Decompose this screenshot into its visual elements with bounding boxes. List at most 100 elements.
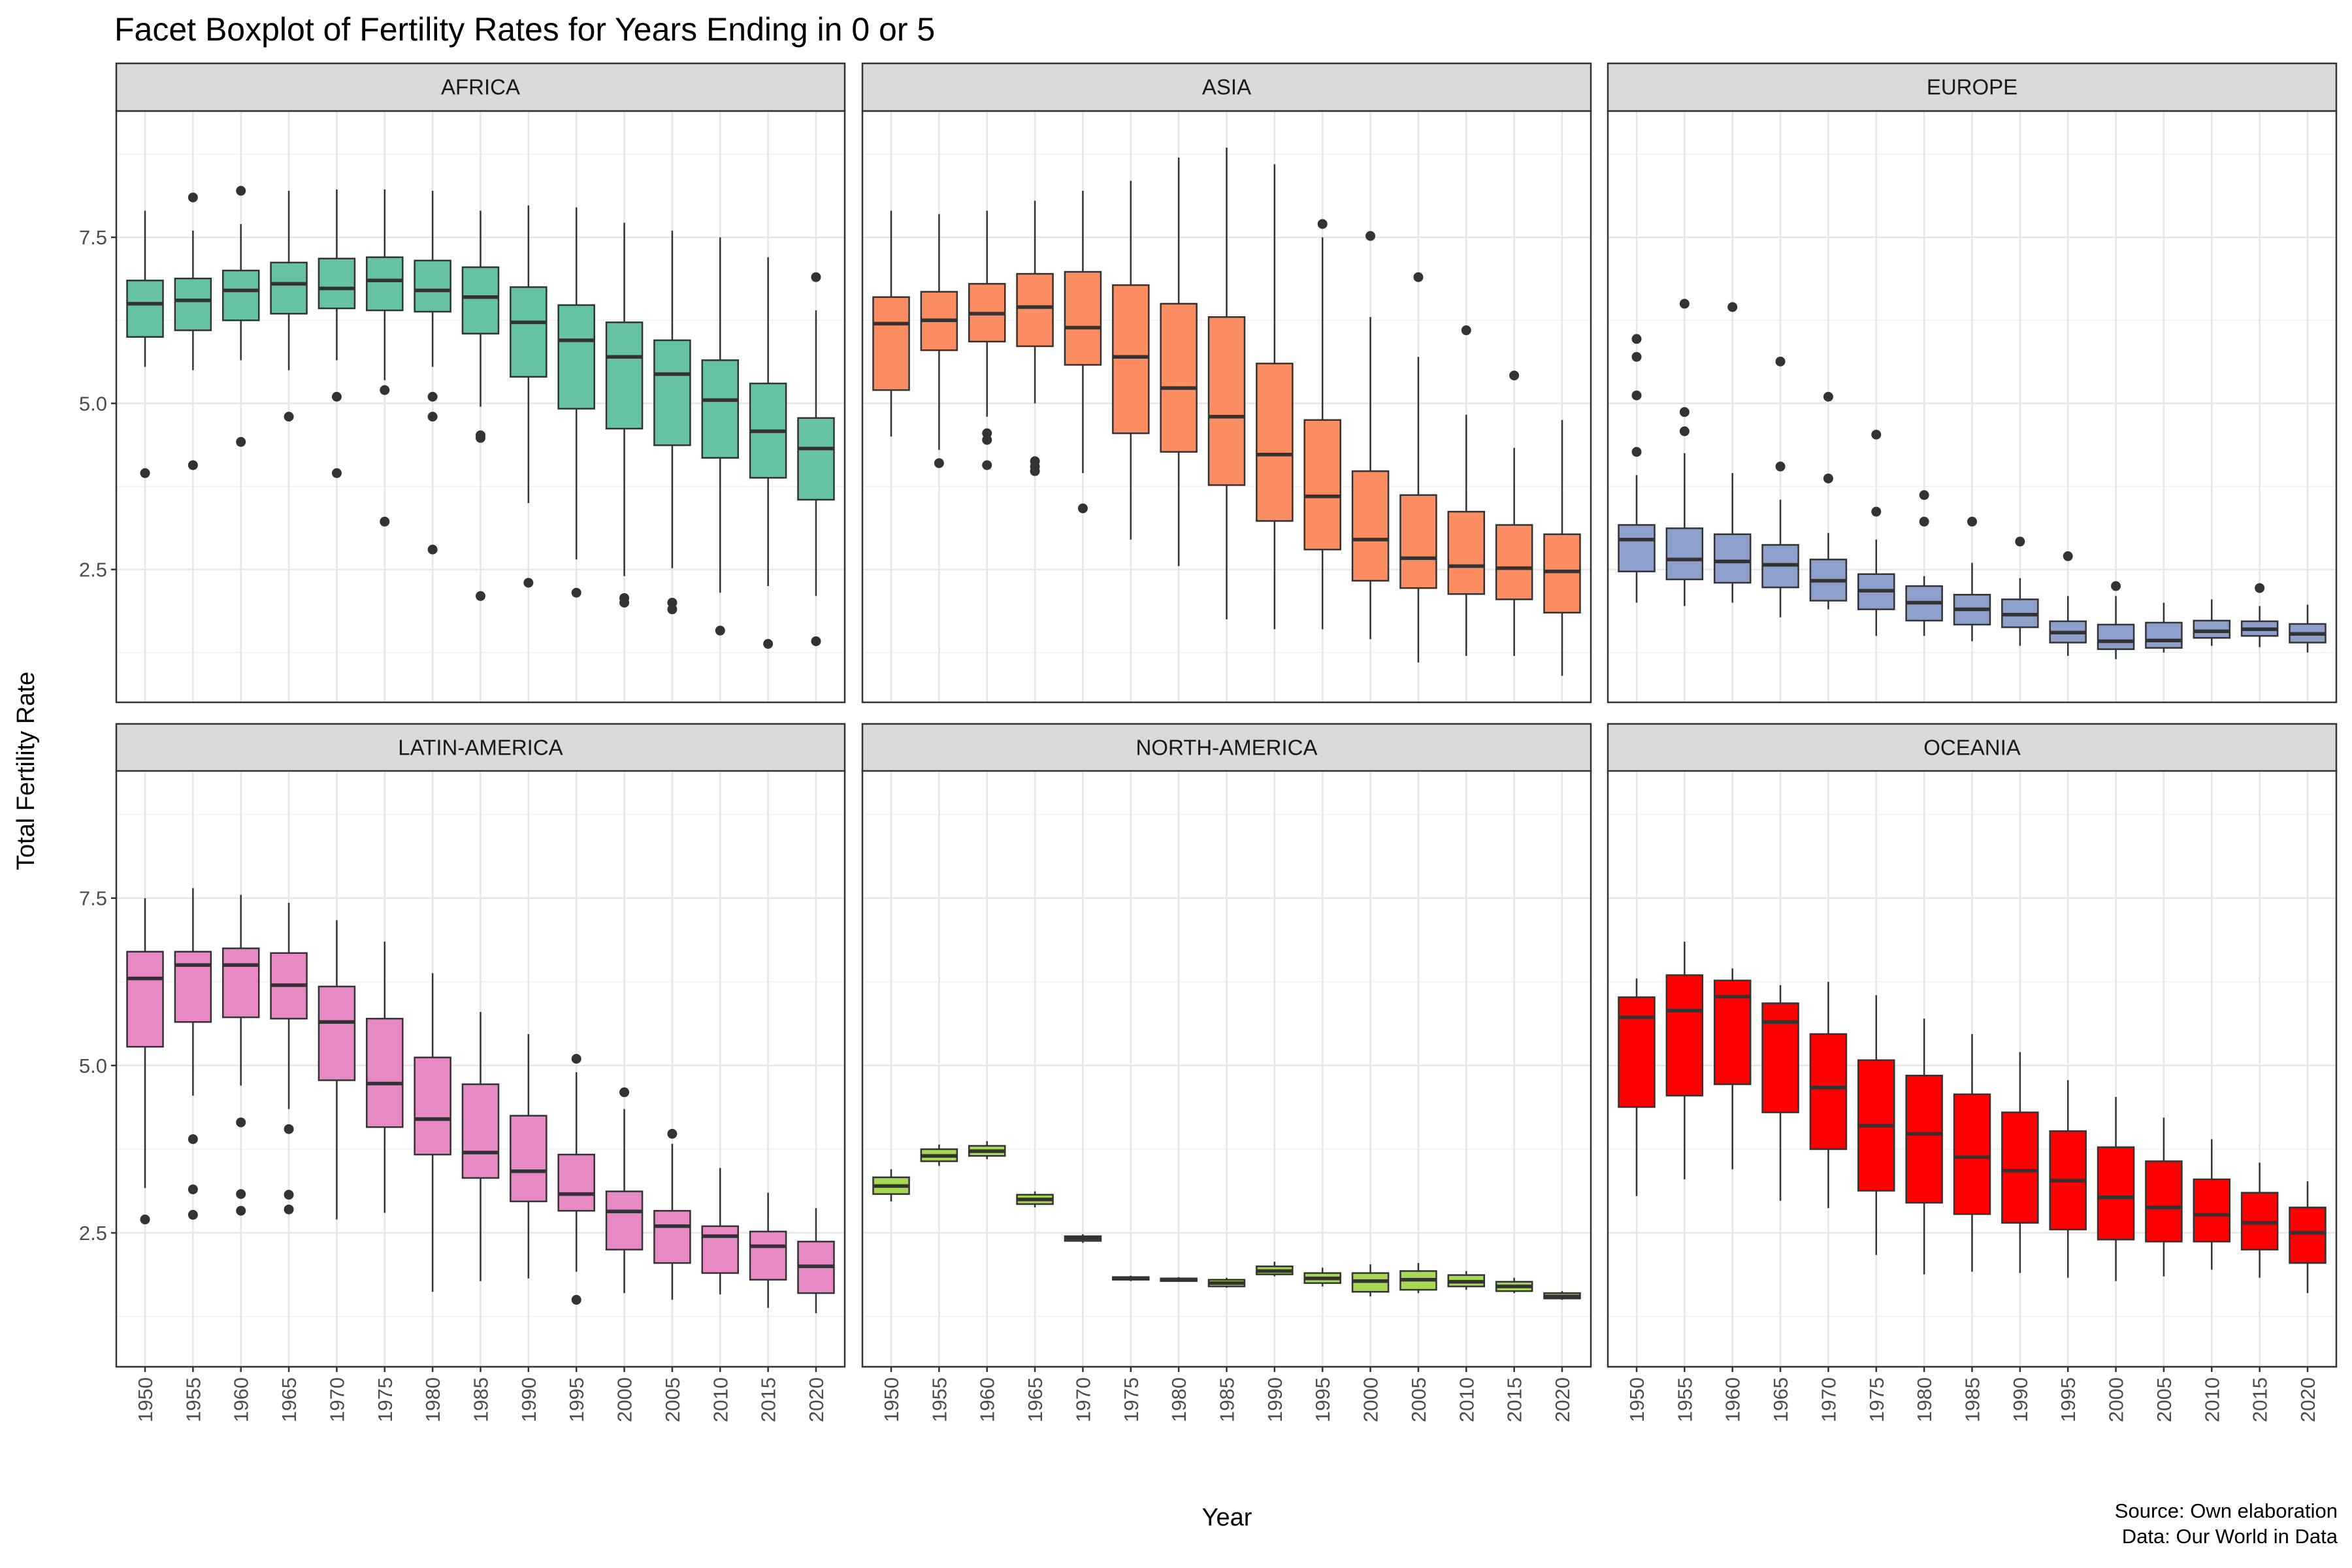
- box-body: [653, 339, 691, 446]
- box-body: [2193, 1178, 2231, 1243]
- outlier-point: [1679, 426, 1690, 436]
- box-north-america-2000: [1351, 1264, 1390, 1297]
- box-north-america-1955: [920, 1144, 958, 1166]
- box-africa-2000: [605, 222, 644, 608]
- outlier-point: [667, 1128, 678, 1139]
- outlier-point: [380, 385, 390, 395]
- box-europe-2000: [2097, 581, 2135, 659]
- box-north-america-1975: [1112, 1275, 1150, 1281]
- box-body: [1618, 996, 1656, 1108]
- box-africa-1965: [270, 191, 308, 422]
- outlier-point: [1077, 503, 1088, 514]
- box-north-america-2020: [1543, 1291, 1581, 1300]
- x-tick-label: 2000: [1360, 1377, 1382, 1422]
- box-north-america-2005: [1399, 1263, 1437, 1294]
- data-caption: Data: Our World in Data: [2122, 1525, 2338, 1548]
- facet-strip: [861, 723, 1592, 773]
- box-europe-2020: [2289, 604, 2327, 653]
- outlier-point: [140, 468, 150, 478]
- facet-panels: AFRICA 2.5 5.0 7.5 ASIA EUROPE LATIN-AMERICA 2.…: [79, 62, 2338, 1422]
- box-north-america-1960: [968, 1141, 1006, 1160]
- box-north-america-1965: [1016, 1191, 1054, 1208]
- outlier-point: [1631, 390, 1642, 400]
- box-body: [701, 1225, 740, 1274]
- outlier-point: [1919, 516, 1929, 527]
- x-tick-label: 2015: [757, 1377, 780, 1422]
- box-asia-1955: [920, 214, 958, 468]
- x-tick-label: 1965: [1024, 1377, 1047, 1422]
- box-north-america-1995: [1303, 1267, 1341, 1287]
- outlier-point: [284, 1124, 294, 1134]
- box-body: [510, 286, 547, 378]
- box-latin-america-2005: [653, 1128, 691, 1300]
- box-latin-america-1995: [557, 1054, 595, 1305]
- x-tick-label: 2010: [709, 1377, 732, 1422]
- x-tick-label: 1985: [470, 1377, 493, 1422]
- x-tick-label: 1980: [1168, 1377, 1190, 1422]
- x-tick-label: 1955: [1673, 1377, 1696, 1422]
- y-tick-label: 5.0: [79, 392, 107, 415]
- facet-strip: [1607, 62, 2338, 112]
- x-tick-label: 1995: [565, 1377, 588, 1422]
- outlier-point: [982, 460, 992, 470]
- box-asia-1960: [968, 210, 1006, 470]
- y-axis-title: Total Fertility Rate: [12, 672, 40, 870]
- box-africa-2020: [797, 272, 835, 646]
- box-body: [1543, 533, 1581, 613]
- box-body: [1160, 302, 1198, 453]
- box-north-america-2015: [1495, 1277, 1533, 1294]
- box-north-america-1950: [872, 1169, 910, 1201]
- box-asia-1990: [1256, 164, 1294, 630]
- facet-strip-label: EUROPE: [1927, 75, 2017, 99]
- outlier-point: [188, 1134, 198, 1145]
- box-europe-1980: [1905, 490, 1943, 636]
- box-latin-america-2020: [797, 1208, 835, 1314]
- box-africa-1960: [221, 186, 260, 447]
- box-asia-1975: [1112, 180, 1150, 540]
- x-tick-label: 1955: [928, 1377, 951, 1422]
- outlier-point: [284, 1204, 294, 1215]
- box-body: [2145, 1160, 2183, 1243]
- source-caption: Source: Own elaboration: [2115, 1499, 2338, 1522]
- box-europe-1985: [1953, 516, 1991, 642]
- outlier-point: [982, 434, 992, 445]
- x-tick-label: 2020: [805, 1377, 828, 1422]
- box-body: [1713, 533, 1752, 584]
- box-body: [414, 1056, 451, 1156]
- box-europe-2005: [2145, 602, 2183, 653]
- box-body: [221, 269, 260, 321]
- box-europe-2015: [2240, 583, 2279, 647]
- outlier-point: [1631, 447, 1642, 457]
- outlier-point: [1679, 299, 1690, 309]
- box-body: [414, 259, 451, 313]
- box-latin-america-1950: [126, 898, 164, 1225]
- outlier-point: [427, 544, 438, 555]
- outlier-point: [140, 1215, 150, 1225]
- outlier-point: [1631, 334, 1642, 344]
- outlier-point: [331, 391, 342, 402]
- x-tick-label: 1975: [1865, 1377, 1888, 1422]
- box-body: [1447, 510, 1486, 595]
- facet-strip: [115, 723, 846, 773]
- x-tick-label: 2015: [2249, 1377, 2272, 1422]
- x-tick-label: 1950: [134, 1377, 157, 1422]
- box-body: [2097, 1146, 2135, 1241]
- facet-strip-label: OCEANIA: [1923, 736, 2021, 760]
- outlier-point: [811, 272, 821, 282]
- panel-border: [115, 110, 846, 704]
- box-europe-1960: [1713, 302, 1752, 603]
- outlier-point: [1967, 516, 1977, 527]
- outlier-point: [476, 591, 485, 601]
- outlier-point: [427, 391, 438, 402]
- box-body: [1618, 524, 1656, 572]
- x-tick-label: 1965: [278, 1377, 301, 1422]
- box-africa-1990: [510, 205, 547, 588]
- facet-panel-north-america: NORTH-AMERICA 1950 1955 1960 1965 1970 1975 198…: [861, 723, 1592, 1422]
- x-tick-label: 1985: [1961, 1377, 1984, 1422]
- box-oceania-2005: [2145, 1117, 2183, 1277]
- box-oceania-1950: [1618, 978, 1656, 1196]
- outlier-point: [571, 587, 581, 598]
- facet-strip-label: LATIN-AMERICA: [398, 736, 563, 760]
- x-axis-title: Year: [1202, 1504, 1252, 1531]
- outlier-point: [619, 597, 630, 608]
